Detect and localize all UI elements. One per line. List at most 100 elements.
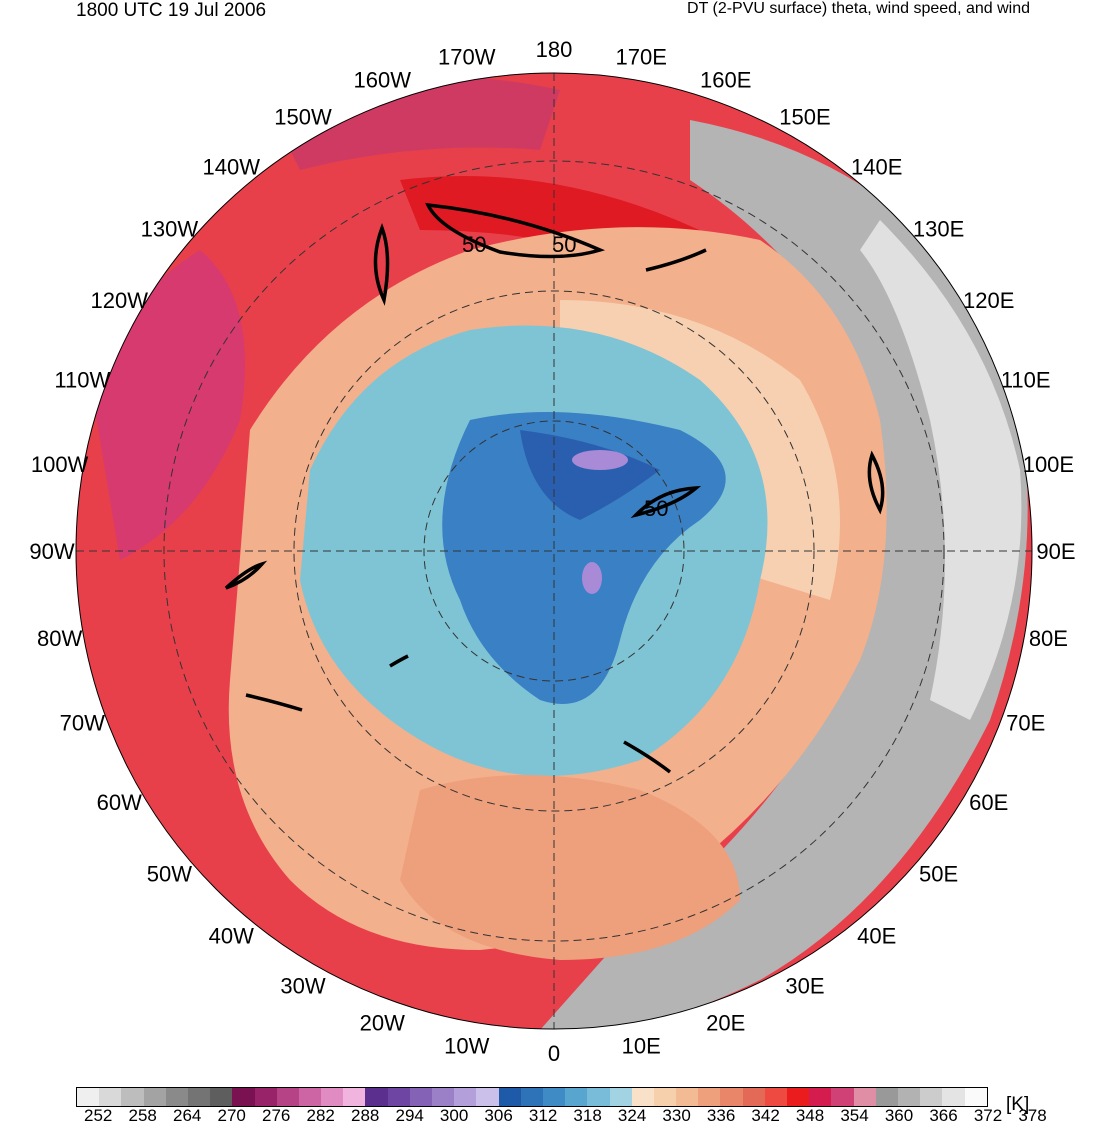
colorbar-tick-label: 282 (306, 1106, 335, 1125)
colorbar-tick-label: 342 (751, 1106, 780, 1125)
colorbar-swatch (143, 1088, 166, 1106)
colorbar-swatch (587, 1088, 610, 1106)
colorbar-swatch (853, 1088, 876, 1106)
longitude-label: 0 (548, 1041, 560, 1066)
longitude-label: 50W (147, 862, 192, 887)
colorbar-swatch (454, 1088, 477, 1106)
colorbar-tick-label: 348 (795, 1106, 825, 1125)
contour-label: 50 (552, 232, 576, 257)
colorbar-tick-label: 264 (173, 1106, 202, 1125)
colorbar-tick-label: 300 (439, 1106, 469, 1125)
colorbar-swatch (498, 1088, 521, 1106)
colorbar-swatch (720, 1088, 743, 1106)
colorbar-swatch (520, 1088, 543, 1106)
polar-map: 50 50 50 180 170W 160W 150W 140W 130W 120W 110W… (29, 37, 1075, 1066)
longitude-label: 110E (1001, 367, 1051, 392)
longitude-label: 10E (622, 1033, 661, 1058)
colorbar-swatch (676, 1088, 699, 1106)
colorbar-swatch (698, 1088, 721, 1106)
longitude-label: 170W (438, 45, 496, 70)
longitude-label: 30E (785, 974, 824, 999)
colorbar-swatch (653, 1088, 677, 1106)
colorbar-swatch (321, 1088, 344, 1106)
longitude-label: 150W (274, 104, 332, 129)
colorbar-tick-label: 372 (973, 1106, 1003, 1125)
colorbar-swatch (542, 1088, 566, 1106)
colorbar-tick-label: 324 (617, 1106, 647, 1125)
colorbar-tick-label: 378 (1018, 1106, 1047, 1125)
longitude-label: 170E (616, 45, 667, 70)
colorbar-swatch (210, 1088, 233, 1106)
colorbar-swatch (77, 1088, 100, 1106)
longitude-label: 130W (141, 216, 199, 241)
colorbar-swatch (897, 1088, 921, 1106)
longitude-label: 180 (536, 37, 573, 62)
colorbar-tick-label: 330 (662, 1106, 691, 1125)
colorbar-tick-label: 354 (840, 1106, 869, 1125)
longitude-label: 80W (37, 626, 82, 651)
colorbar-swatch (432, 1088, 455, 1106)
colorbar-tick-label: 294 (395, 1106, 424, 1125)
colorbar-tick-label: 366 (929, 1106, 958, 1125)
colorbar-tick-label: 288 (351, 1106, 380, 1125)
colorbar-swatch (809, 1088, 832, 1106)
colorbar-swatch (764, 1088, 787, 1106)
longitude-label: 60W (97, 790, 142, 815)
longitude-label: 140W (203, 154, 261, 179)
longitude-labels: 180 170W 160W 150W 140W 130W 120W 110W 100W 90W 80… (29, 37, 1075, 1066)
colorbar-tick-label: 360 (884, 1106, 914, 1125)
contour-labels: 50 50 50 (462, 232, 668, 521)
colorbar-tick-label: 318 (573, 1106, 602, 1125)
contour-label: 50 (644, 496, 668, 521)
colorbar-swatch (831, 1088, 854, 1106)
valid-time: 1800 UTC 19 Jul 2006 (76, 0, 267, 21)
colorbar-swatch (387, 1088, 410, 1106)
colorbar-swatch (343, 1088, 366, 1106)
colorbar-tick-label: 312 (528, 1106, 558, 1125)
longitude-label: 160W (354, 67, 412, 92)
longitude-label: 30W (280, 974, 325, 999)
colorbar-swatch (121, 1088, 144, 1106)
longitude-label: 10W (444, 1033, 489, 1058)
longitude-label: 100E (1023, 452, 1074, 477)
longitude-label: 100W (31, 452, 89, 477)
colorbar-ticks: 252 258 264 270 276 282 288 294 300 306 312 318 324 3… (76, 1106, 1047, 1126)
longitude-label: 150E (779, 104, 830, 129)
longitude-label: 120E (963, 288, 1014, 313)
longitude-label: 70E (1006, 711, 1045, 736)
longitude-label: 40E (857, 924, 896, 949)
colorbar-tick-label: 336 (706, 1106, 736, 1125)
longitude-label: 90E (1036, 539, 1075, 564)
longitude-label: 20E (706, 1011, 745, 1036)
contour-label: 50 (462, 232, 486, 257)
colorbar-swatch (920, 1088, 943, 1106)
longitude-label: 40W (209, 924, 254, 949)
colorbar-swatch (99, 1088, 122, 1106)
colorbar-tick-label: 276 (262, 1106, 291, 1125)
colorbar-swatch (787, 1088, 810, 1106)
colorbar-swatch (609, 1088, 632, 1106)
longitude-label: 140E (851, 154, 902, 179)
colorbar-swatch (964, 1088, 987, 1106)
longitude-label: 20W (360, 1011, 405, 1036)
colorbar-tick-label: 270 (217, 1106, 246, 1125)
colorbar-swatch (276, 1088, 299, 1106)
colorbar-unit: [K] (1006, 1094, 1030, 1115)
longitude-label: 90W (29, 539, 74, 564)
colorbar-tick-label: 258 (128, 1106, 157, 1125)
colorbar-swatch (409, 1088, 432, 1106)
longitude-label: 70W (60, 711, 105, 736)
colorbar-swatch (875, 1088, 898, 1106)
colorbar-swatch (942, 1088, 965, 1106)
longitude-label: 120W (91, 288, 149, 313)
colorbar-tick-label: 306 (484, 1106, 513, 1125)
longitude-label: 110W (54, 367, 110, 392)
colorbar-swatch (365, 1088, 388, 1106)
longitude-label: 130E (913, 216, 964, 241)
colorbar-swatch (254, 1088, 277, 1106)
colorbar-swatch (476, 1088, 499, 1106)
colorbar-swatch (232, 1088, 255, 1106)
colorbar (76, 1087, 988, 1107)
colorbar-swatch (631, 1088, 654, 1106)
longitude-label: 60E (969, 790, 1008, 815)
